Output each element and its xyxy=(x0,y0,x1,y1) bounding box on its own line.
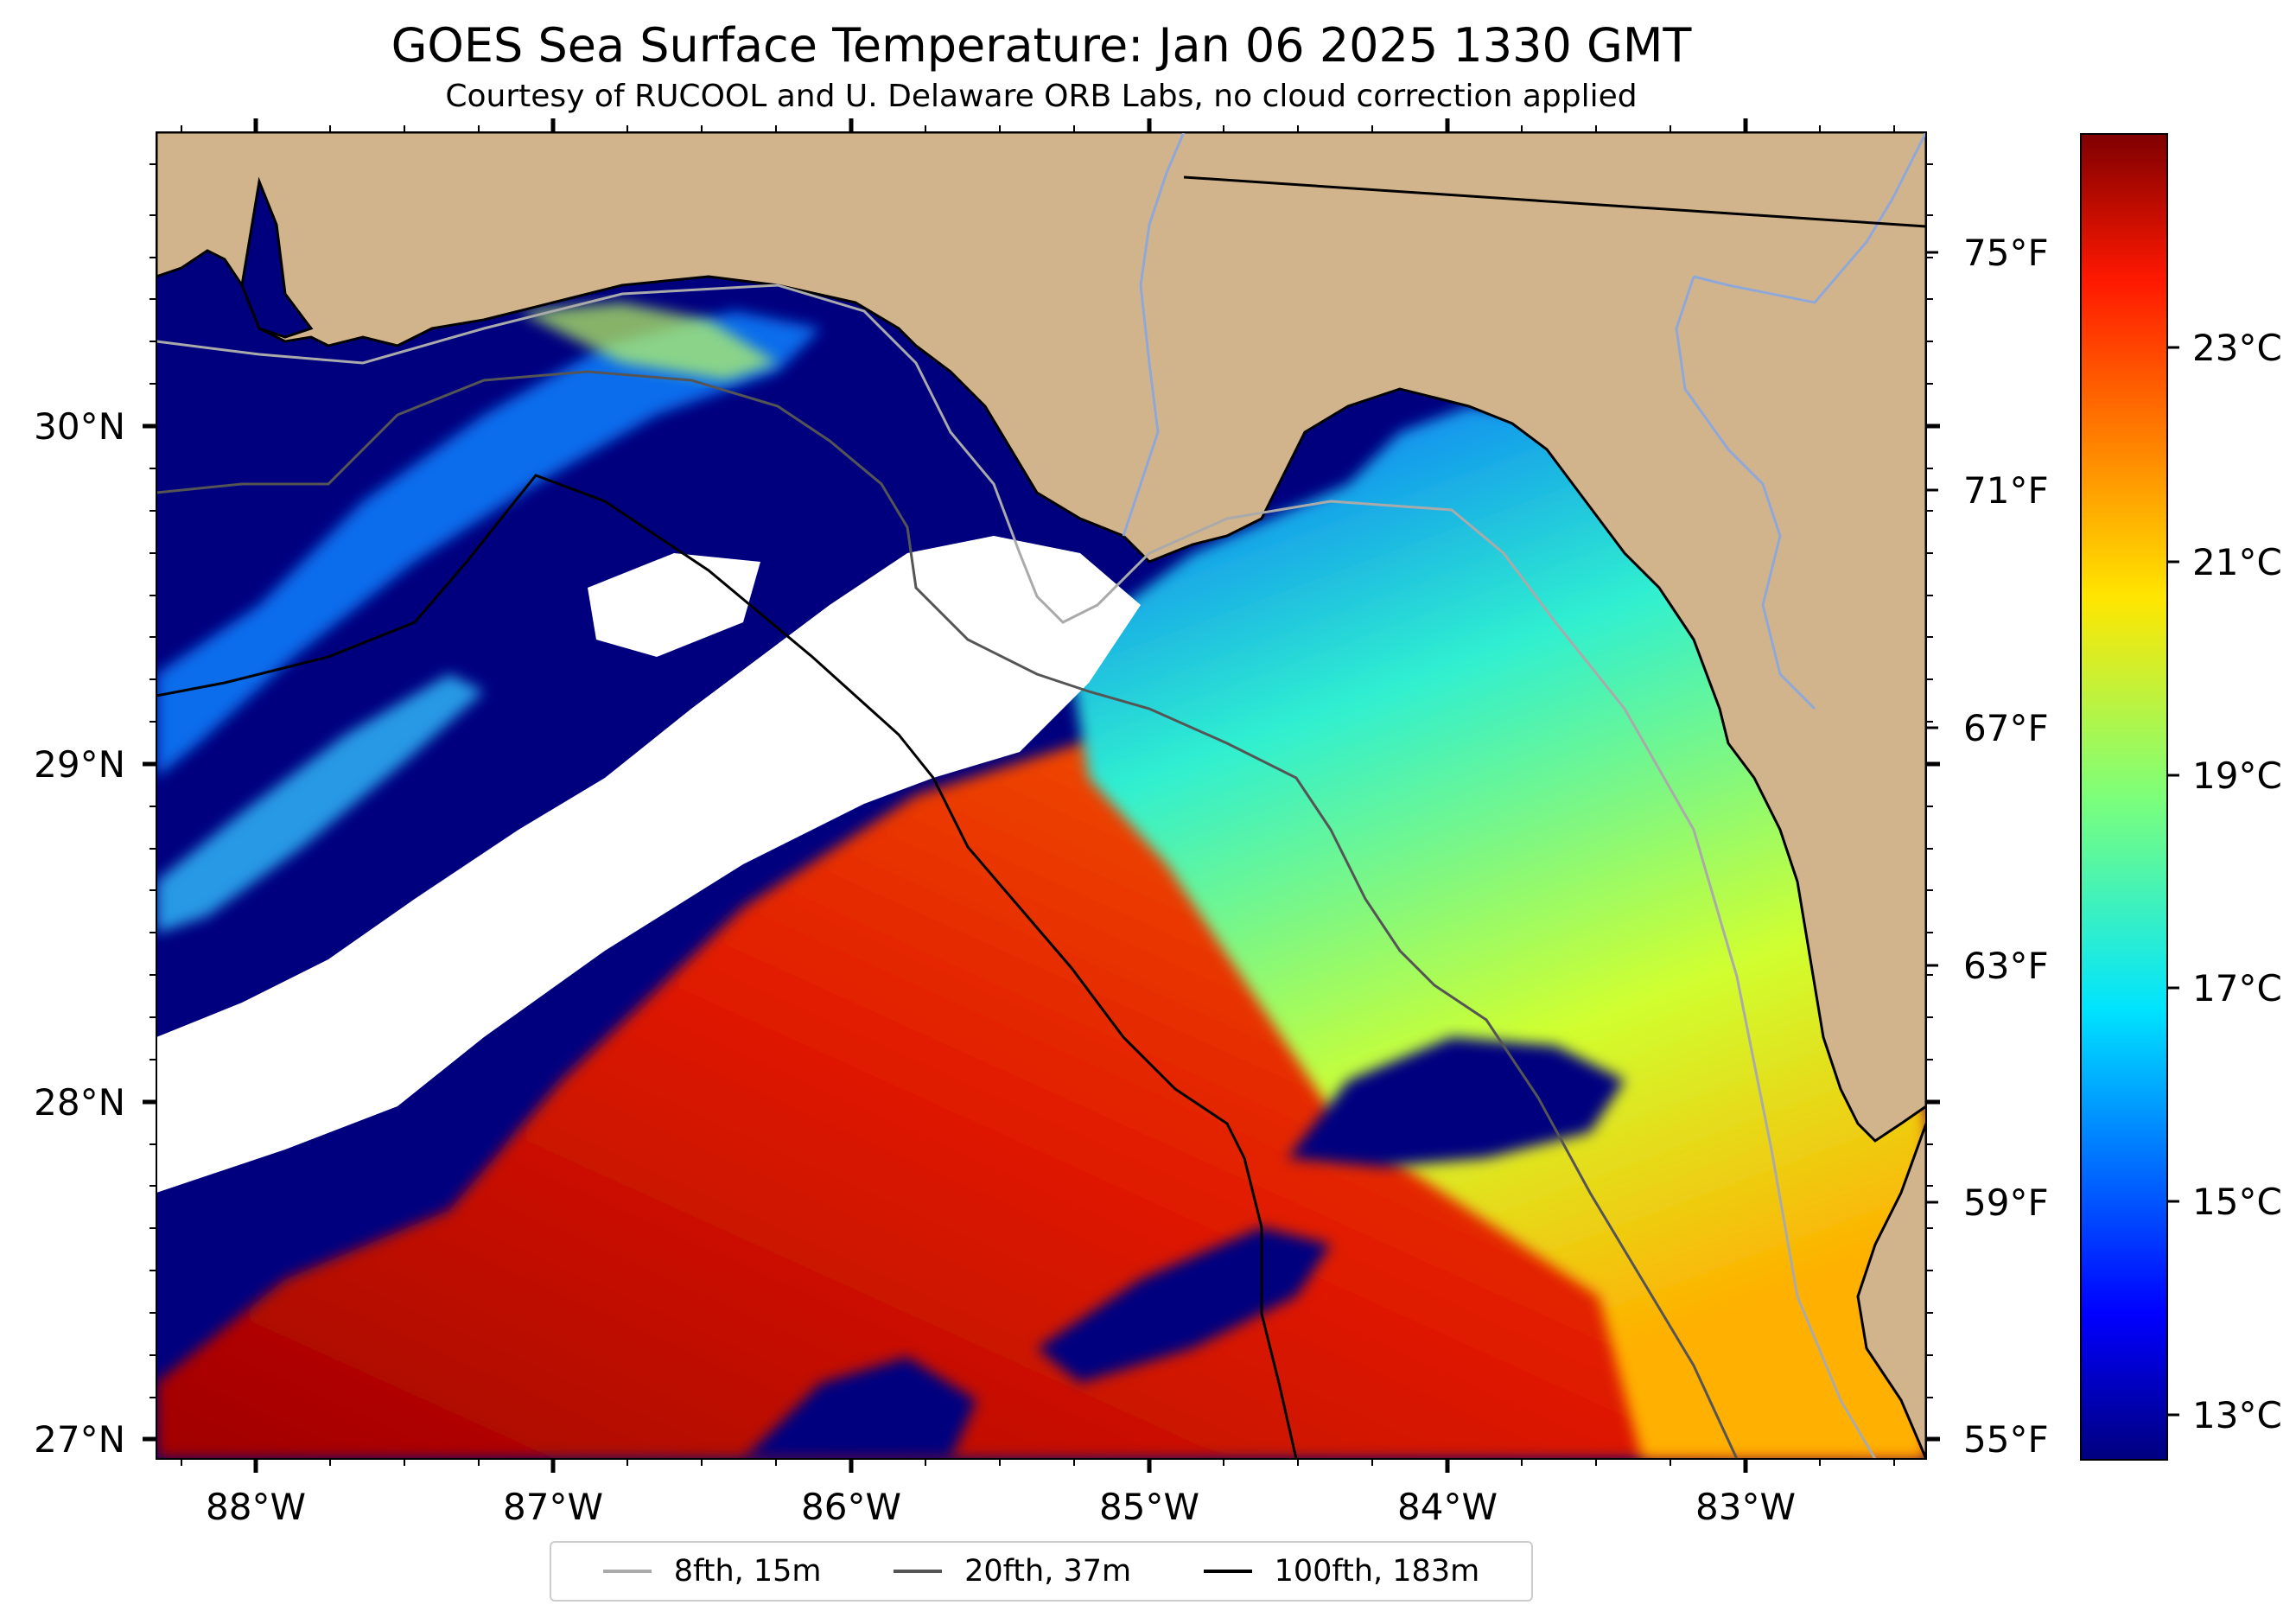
lon-label: 85°W xyxy=(1099,1486,1199,1528)
isobath-legend: 8fth, 15m 20fth, 37m 100fth, 183m xyxy=(550,1541,1533,1602)
fahrenheit-label: 63°F xyxy=(1963,945,2049,987)
lon-label: 83°W xyxy=(1695,1486,1796,1528)
colorbar-labels: 23°C 21°C 19°C 17°C 15°C 13°C xyxy=(2192,327,2282,1436)
colorbar-label: 19°C xyxy=(2192,755,2282,797)
lon-label: 86°W xyxy=(801,1486,901,1528)
land-mass xyxy=(156,132,1926,1143)
map-frame xyxy=(156,131,1927,1460)
legend-item-100fth: 100fth, 183m xyxy=(1203,1554,1480,1589)
legend-label: 100fth, 183m xyxy=(1274,1554,1480,1589)
legend-label: 20fth, 37m xyxy=(964,1554,1132,1589)
lon-labels: 88°W 87°W 86°W 85°W 84°W 83°W xyxy=(206,1486,1796,1528)
lat-label: 28°N xyxy=(34,1081,125,1124)
fahrenheit-labels: 75°F 71°F 67°F 63°F 59°F 55°F xyxy=(1963,232,2049,1461)
lon-label: 87°W xyxy=(503,1486,603,1528)
lon-label: 84°W xyxy=(1397,1486,1498,1528)
fahrenheit-label: 67°F xyxy=(1963,707,2049,749)
lat-labels: 30°N 29°N 28°N 27°N xyxy=(34,405,125,1461)
rivers xyxy=(1122,132,1926,710)
colorbar-label: 15°C xyxy=(2192,1181,2282,1223)
legend-swatch xyxy=(602,1570,652,1573)
fahrenheit-label: 59°F xyxy=(1963,1181,2049,1224)
legend-swatch xyxy=(1203,1570,1252,1573)
lat-label: 30°N xyxy=(34,405,125,448)
lon-minor-ticks xyxy=(181,125,1895,1466)
colorbar xyxy=(2080,133,2168,1461)
colorbar-label: 17°C xyxy=(2192,967,2282,1009)
fahrenheit-label: 71°F xyxy=(1963,469,2049,512)
legend-item-8fth: 8fth, 15m xyxy=(602,1554,822,1589)
colorbar-label: 23°C xyxy=(2192,327,2282,369)
lat-label: 29°N xyxy=(34,743,125,786)
legend-item-20fth: 20fth, 37m xyxy=(894,1554,1131,1589)
colorbar-label: 13°C xyxy=(2192,1394,2282,1436)
fahrenheit-ticks xyxy=(1926,251,1938,1441)
legend-label: 8fth, 15m xyxy=(673,1554,822,1589)
fahrenheit-label: 55°F xyxy=(1963,1418,2049,1461)
lat-minor-ticks xyxy=(149,163,1933,1398)
map-subtitle: Courtesy of RUCOOL and U. Delaware ORB L… xyxy=(445,79,1638,114)
colorbar-ticks xyxy=(2167,346,2179,1417)
map-title: GOES Sea Surface Temperature: Jan 06 202… xyxy=(391,18,1692,73)
fahrenheit-label: 75°F xyxy=(1963,232,2049,274)
legend-swatch xyxy=(894,1570,943,1573)
lon-label: 88°W xyxy=(206,1486,306,1528)
state-border xyxy=(1183,175,1926,228)
isobaths xyxy=(156,283,1877,1459)
map-area xyxy=(156,132,1926,1459)
lon-major-ticks xyxy=(253,118,1748,1473)
lat-label: 27°N xyxy=(34,1418,125,1461)
colorbar-label: 21°C xyxy=(2192,541,2282,583)
